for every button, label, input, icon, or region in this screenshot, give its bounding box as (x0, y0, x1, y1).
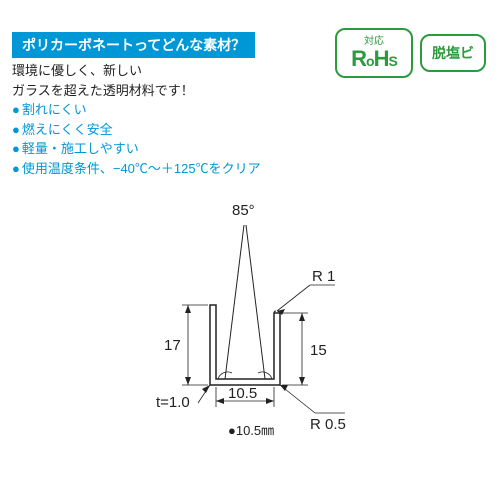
bullet-item: 燃えにくく安全 (12, 120, 261, 140)
fin-left (225, 225, 244, 379)
rohs-badge: 対応 RoHS (335, 28, 413, 78)
bullet-list: 割れにくい 燃えにくく安全 軽量・施工しやすい 使用温度条件、−40℃〜＋125… (12, 100, 261, 178)
header-title: ポリカーボネートってどんな素材？ (22, 37, 245, 53)
rohs-o: o (366, 53, 374, 69)
size-note: ●10.5㎜ (228, 423, 274, 438)
height-right-label: 15 (310, 342, 327, 359)
subtext-line1: 環境に優しく、新しい (12, 60, 142, 79)
rohs-H: H (374, 46, 389, 71)
profile-outline (210, 305, 280, 385)
pvc-free-text: 脱塩ビ (432, 43, 474, 63)
pvc-free-badge: 脱塩ビ (420, 34, 486, 72)
header-title-bar: ポリカーボネートってどんな素材？ (12, 32, 255, 58)
bullet-item: 軽量・施工しやすい (12, 139, 261, 159)
rohs-R: R (351, 46, 366, 71)
width-inner-label: 10.5 (228, 385, 257, 402)
bullet-item: 使用温度条件、−40℃〜＋125℃をクリア (12, 159, 261, 179)
angle-label: 85° (232, 202, 255, 219)
cross-section-diagram: 85° 17 15 R 1 R 0.5 10.5 t=1.0 (120, 185, 380, 445)
rohs-main-text: RoHS (351, 48, 397, 70)
thickness-label: t=1.0 (156, 394, 190, 411)
fin-right (246, 225, 265, 379)
rohs-S: S (389, 53, 397, 69)
radius-top-label: R 1 (312, 268, 335, 285)
subtext-line2: ガラスを超えた透明材料です！ (12, 80, 194, 99)
height-left-label: 17 (164, 337, 181, 354)
bullet-item: 割れにくい (12, 100, 261, 120)
radius-bottom-label: R 0.5 (310, 416, 346, 433)
